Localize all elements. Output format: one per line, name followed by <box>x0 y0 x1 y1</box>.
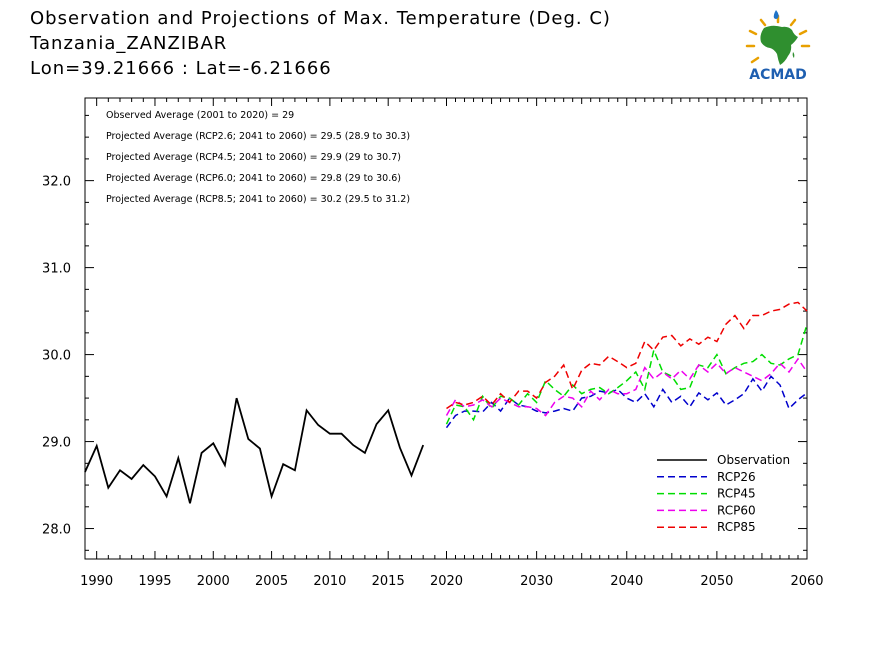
x-axis-tick-labels: 1990 1995 2000 2005 2010 2015 2020 2030 2040 2050… <box>80 574 823 589</box>
legend: Observation RCP26 RCP45 RCP60 RCP85 <box>657 453 790 534</box>
legend-label: RCP60 <box>717 503 756 517</box>
annotation-text: Projected Average (RCP4.5; 2041 to 2060)… <box>106 152 401 163</box>
y-tick-label: 30.0 <box>42 349 71 364</box>
axis-ticks <box>84 98 808 559</box>
acmad-logo: ACMAD <box>738 8 818 84</box>
y-tick-label: 32.0 <box>42 175 71 190</box>
y-tick-label: 28.0 <box>42 523 71 538</box>
x-tick-label: 2060 <box>790 574 823 589</box>
legend-label: Observation <box>717 453 790 467</box>
legend-label: RCP85 <box>717 520 756 534</box>
africa-map-icon: ACMAD <box>745 10 811 83</box>
annotation-text: Projected Average (RCP2.6; 2041 to 2060)… <box>106 131 410 142</box>
legend-label: RCP45 <box>717 487 756 501</box>
location-label: Tanzania_ZANZIBAR <box>30 33 228 54</box>
y-tick-label: 29.0 <box>42 436 71 451</box>
series-line-rcp45 <box>445 323 808 425</box>
x-tick-label: 2015 <box>372 574 405 589</box>
x-tick-label: 2040 <box>610 574 643 589</box>
x-tick-label: 2010 <box>313 574 346 589</box>
x-tick-label: 2020 <box>430 574 463 589</box>
legend-label: RCP26 <box>717 470 756 484</box>
coordinates-label: Lon=39.21666 : Lat=-6.21666 <box>30 58 332 79</box>
series-line-observation <box>84 397 425 504</box>
annotation-box: Observed Average (2001 to 2020) = 29 Proj… <box>106 110 410 205</box>
series-line-rcp60 <box>445 357 808 417</box>
annotation-text: Projected Average (RCP6.0; 2041 to 2060)… <box>106 173 401 184</box>
x-tick-label: 2005 <box>255 574 288 589</box>
logo-text: ACMAD <box>749 67 807 83</box>
series-layer <box>84 301 808 504</box>
annotation-text: Observed Average (2001 to 2020) = 29 <box>106 110 294 121</box>
x-tick-label: 1995 <box>138 574 171 589</box>
x-tick-label: 2030 <box>520 574 553 589</box>
annotation-text: Projected Average (RCP8.5; 2041 to 2060)… <box>106 194 410 205</box>
x-tick-label: 2050 <box>700 574 733 589</box>
x-tick-label: 1990 <box>80 574 113 589</box>
chart-title: Observation and Projections of Max. Temp… <box>30 8 611 29</box>
y-axis-tick-labels: 28.0 29.0 30.0 31.0 32.0 <box>42 175 71 538</box>
y-tick-label: 31.0 <box>42 262 71 277</box>
series-line-rcp85 <box>446 301 808 410</box>
x-tick-label: 2000 <box>197 574 230 589</box>
series-line-rcp26 <box>445 375 808 429</box>
